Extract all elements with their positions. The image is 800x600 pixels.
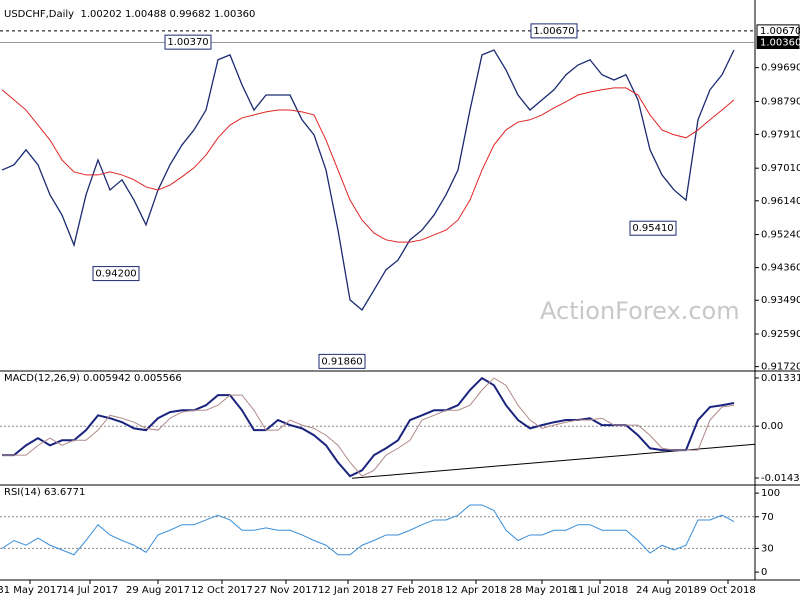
series-line bbox=[2, 377, 735, 477]
y-tick-label: 0.98790 bbox=[761, 96, 800, 107]
y-tick-label: 0.97910 bbox=[761, 129, 800, 140]
y-tick-label: 0.97010 bbox=[761, 163, 800, 174]
y-tick-label: -0.014323 bbox=[761, 473, 800, 484]
series-line bbox=[1, 49, 735, 311]
y-tick-label: 0.92590 bbox=[761, 329, 800, 340]
y-tick-label: 0.013319 bbox=[761, 373, 800, 384]
annotation-box bbox=[92, 266, 140, 282]
y-tick-label: 0.99690 bbox=[761, 63, 800, 74]
series-line bbox=[2, 376, 735, 478]
annotation-label: 0.91860 bbox=[321, 356, 362, 367]
x-tick-label: 31 May 2017 bbox=[0, 585, 63, 596]
annotation-label: 1.00670 bbox=[533, 26, 574, 37]
x-tick-label: 28 May 2018 bbox=[509, 585, 574, 596]
x-tick-label: 12 Oct 2017 bbox=[191, 585, 253, 596]
panel-title: RSI(14) 63.6771 bbox=[4, 487, 85, 498]
series-line bbox=[1, 504, 735, 556]
annotation-label: 0.95410 bbox=[632, 223, 673, 234]
y-tick-label: 0.93490 bbox=[761, 295, 800, 306]
x-tick-label: 12 Apr 2018 bbox=[445, 585, 507, 596]
x-tick-label: 14 Jul 2017 bbox=[62, 585, 119, 596]
panel-title: MACD(12,26,9) 0.005942 0.005566 bbox=[4, 373, 182, 384]
annotation-box bbox=[164, 34, 212, 50]
y-tick-label: 100 bbox=[761, 488, 780, 499]
price-label: 1.00670 bbox=[760, 26, 800, 37]
watermark: ActionForex.com bbox=[540, 297, 740, 325]
annotation-box bbox=[318, 353, 366, 369]
x-tick-label: 24 Aug 2018 bbox=[636, 585, 700, 596]
annotation-box bbox=[629, 220, 677, 236]
y-tick-label: 70 bbox=[761, 512, 774, 523]
series-line bbox=[1, 87, 735, 243]
y-tick-label: 0.95240 bbox=[761, 230, 800, 241]
annotation-label: 0.94200 bbox=[95, 269, 136, 280]
y-tick-label: 0.00 bbox=[761, 421, 783, 432]
y-tick-label: 0.94360 bbox=[761, 263, 800, 274]
x-tick-label: 27 Nov 2017 bbox=[254, 585, 318, 596]
x-tick-label: 11 Jul 2018 bbox=[572, 585, 629, 596]
y-tick-label: 0 bbox=[761, 567, 767, 578]
annotation-box bbox=[530, 23, 578, 39]
price-label: 1.00360 bbox=[760, 38, 800, 49]
x-tick-label: 9 Oct 2018 bbox=[700, 585, 755, 596]
panel-title: USDCHF,Daily 1.00202 1.00488 0.99682 1.0… bbox=[4, 9, 255, 20]
y-tick-label: 0.91720 bbox=[761, 362, 800, 373]
x-tick-label: 12 Jan 2018 bbox=[318, 585, 378, 596]
x-tick-label: 29 Aug 2017 bbox=[126, 585, 190, 596]
y-tick-label: 30 bbox=[761, 543, 774, 554]
price-label-box bbox=[756, 36, 800, 50]
x-tick-label: 27 Feb 2018 bbox=[381, 585, 443, 596]
annotation-label: 1.00370 bbox=[167, 37, 208, 48]
y-tick-label: 0.96140 bbox=[761, 196, 800, 207]
